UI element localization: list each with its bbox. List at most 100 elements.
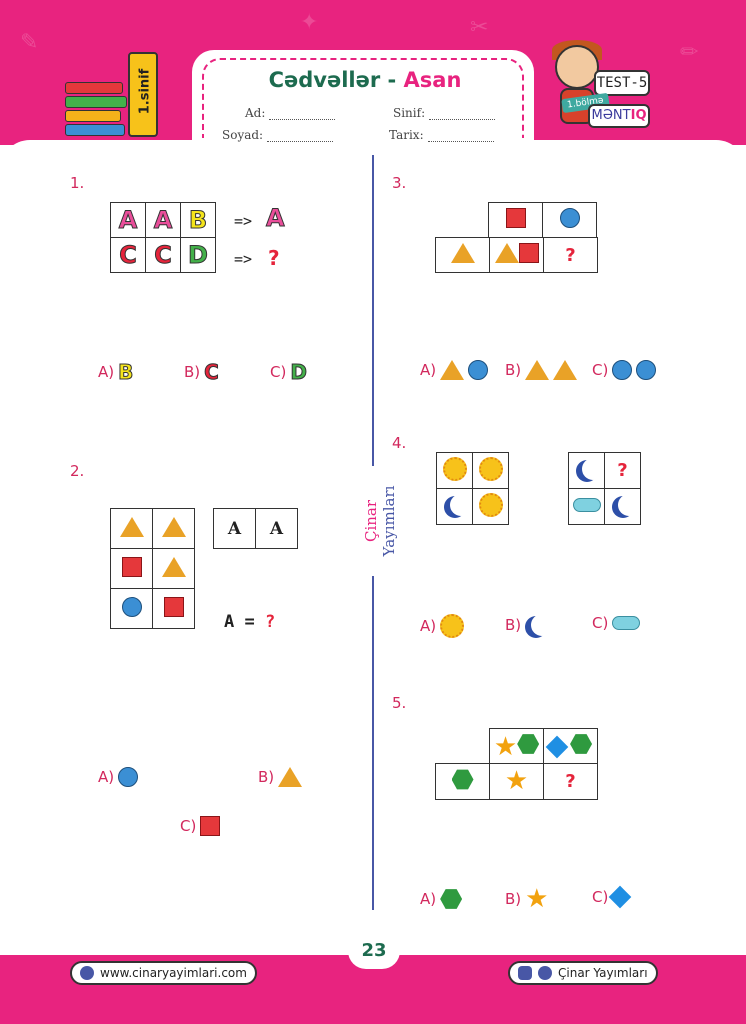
row1-result: A — [266, 204, 286, 233]
q4-option-b[interactable]: B) — [505, 614, 547, 636]
diamond-icon — [609, 885, 632, 909]
hexagon-icon — [440, 889, 463, 909]
website-link[interactable]: www.cinaryayimlari.com — [70, 961, 257, 985]
circle-icon — [612, 360, 633, 380]
arrow: => — [234, 212, 253, 230]
table-cell: B — [188, 206, 208, 235]
moon-icon — [618, 494, 640, 516]
q5-bottom-table: ★ ? — [435, 763, 598, 800]
q2-option-c[interactable]: C) — [180, 816, 221, 836]
circle-icon — [118, 767, 139, 787]
grade-badge: 1.sinif — [137, 68, 153, 115]
q4-left-table — [436, 452, 509, 525]
q3-option-b[interactable]: B) — [505, 360, 578, 380]
table-cell: C — [119, 241, 138, 270]
triangle-icon — [494, 243, 519, 263]
q5-option-a[interactable]: A) — [420, 888, 463, 910]
question-number: 1. — [70, 174, 85, 192]
q5-top-table: ★ — [489, 728, 598, 764]
square-icon — [163, 596, 184, 617]
q5-option-b[interactable]: B) ★ — [505, 884, 549, 914]
q1-option-a[interactable]: A) B — [98, 360, 134, 385]
class-field[interactable]: Sinif: — [393, 106, 496, 120]
surname-field[interactable]: Soyad: — [222, 128, 334, 142]
square-icon — [200, 816, 221, 836]
table-cell: C — [154, 241, 173, 270]
square-icon — [505, 208, 526, 228]
triangle-icon — [278, 767, 303, 787]
q2-equation: A = ? — [224, 612, 276, 632]
sun-icon — [440, 614, 465, 638]
test-label: TEST-5 — [594, 70, 650, 96]
star-icon: ★ — [493, 732, 518, 762]
question-number: 3. — [392, 174, 407, 192]
circle-icon — [121, 596, 142, 617]
cloud-icon — [572, 498, 601, 512]
question-number: 2. — [70, 462, 85, 480]
triangle-icon — [161, 556, 186, 577]
moon-icon — [582, 458, 604, 480]
doodle-icon: ✎ — [20, 30, 39, 55]
question-mark: ? — [565, 771, 576, 792]
cloud-icon — [612, 616, 641, 630]
moon-icon — [531, 614, 553, 636]
question-number: 5. — [392, 694, 407, 712]
page-number: 23 — [348, 933, 400, 969]
page-title: Cədvəllər - Asan — [268, 68, 462, 92]
triangle-icon — [161, 516, 186, 537]
q4-option-a[interactable]: A) — [420, 614, 465, 638]
q3-option-c[interactable]: C) — [592, 360, 657, 380]
logic-label: MƏNTIQ — [588, 104, 650, 128]
triangle-icon — [440, 360, 465, 380]
triangle-icon — [525, 360, 550, 380]
square-icon — [518, 243, 539, 263]
triangle-icon — [553, 360, 578, 380]
square-icon — [121, 556, 142, 577]
arrow: => — [234, 250, 253, 268]
sun-icon — [442, 456, 467, 481]
q1-option-c[interactable]: C) D — [270, 360, 307, 385]
table-cell: A — [118, 206, 138, 235]
q1-option-b[interactable]: B) C — [184, 360, 219, 385]
table-cell: A — [255, 508, 298, 549]
q2-option-b[interactable]: B) — [258, 767, 303, 787]
q3-top-table — [488, 202, 597, 238]
q2-option-a[interactable]: A) — [98, 767, 139, 787]
side-brand: Çinar Yayımları — [362, 466, 398, 576]
pencil-illustration: 1.sinif — [128, 52, 158, 137]
q2-key-table: A A — [213, 508, 298, 549]
q4-right-table: ? — [568, 452, 641, 525]
question-mark: ? — [565, 244, 576, 266]
table-cell: D — [188, 241, 209, 270]
kid-illustration — [555, 45, 599, 89]
date-field[interactable]: Tarix: — [389, 128, 494, 142]
q3-bottom-table: ? — [435, 237, 598, 273]
question-number: 4. — [392, 434, 407, 452]
circle-icon — [559, 208, 580, 228]
books-illustration — [65, 82, 131, 138]
triangle-icon — [450, 243, 475, 263]
question-mark: ? — [268, 246, 280, 270]
doodle-icon: ✦ — [300, 10, 319, 35]
circle-icon — [468, 360, 489, 380]
social-link[interactable]: Çinar Yayımları — [508, 961, 658, 985]
q2-shape-table — [110, 508, 195, 629]
facebook-icon — [538, 966, 552, 980]
q5-option-c[interactable]: C) — [592, 885, 632, 909]
table-cell: A — [213, 508, 256, 549]
table-cell: A — [153, 206, 173, 235]
sun-icon — [478, 492, 503, 517]
hexagon-icon — [451, 769, 474, 790]
hexagon-icon — [570, 734, 593, 754]
moon-icon — [450, 494, 472, 516]
diamond-icon — [545, 735, 569, 759]
doodle-icon: ✂ — [470, 15, 489, 40]
q4-option-c[interactable]: C) — [592, 614, 641, 632]
q3-option-a[interactable]: A) — [420, 360, 489, 380]
instagram-icon — [518, 966, 532, 980]
header-card — [192, 50, 534, 150]
q1-letter-table: A A B C C D — [110, 202, 216, 273]
name-field[interactable]: Ad: — [245, 106, 336, 120]
triangle-icon — [119, 516, 144, 537]
hexagon-icon — [517, 734, 540, 754]
